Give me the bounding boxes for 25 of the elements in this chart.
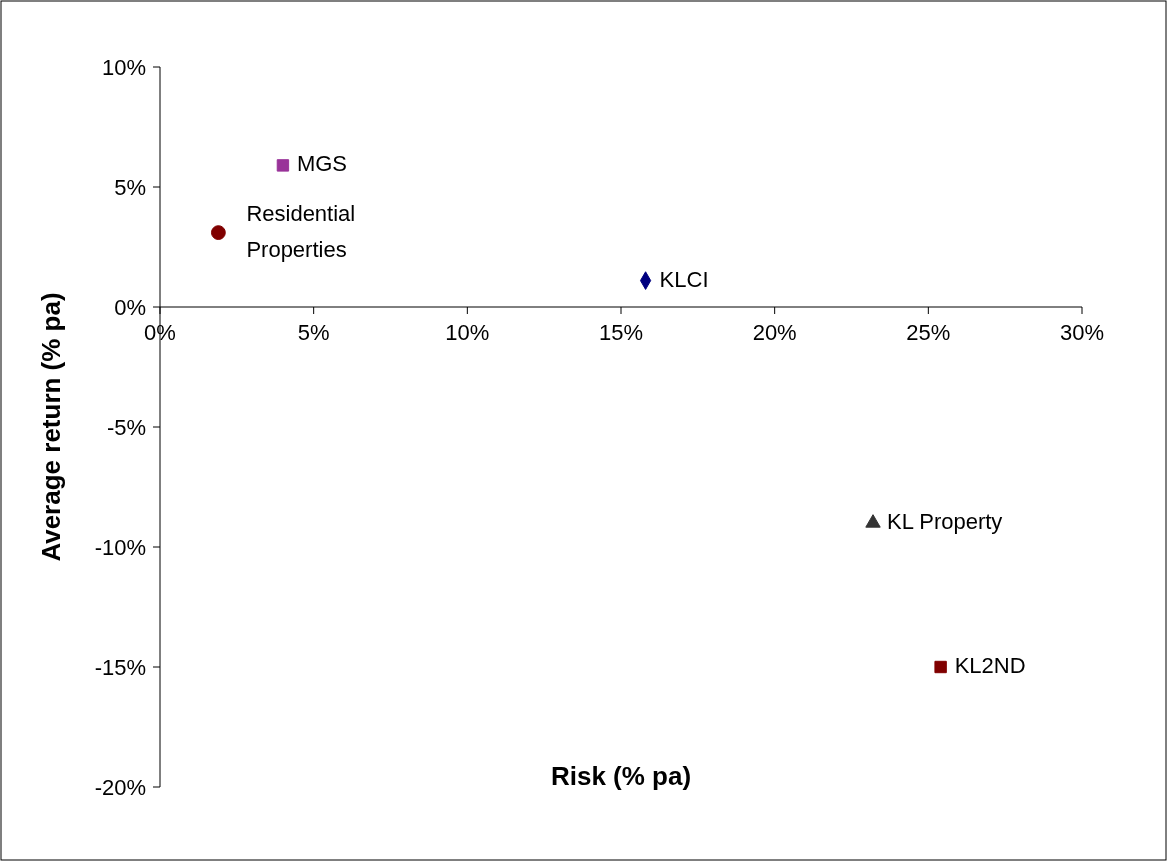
- y-tick-label: 10%: [101, 55, 146, 80]
- x-tick-label: 20%: [752, 320, 797, 345]
- y-tick-label: -5%: [106, 415, 146, 440]
- x-tick-label: 5%: [297, 320, 330, 345]
- y-tick-label: -20%: [94, 775, 146, 800]
- point: [276, 159, 290, 172]
- series-label: KLCI: [659, 266, 709, 292]
- x-tick-label: 10%: [445, 320, 490, 345]
- y-tick-label: 0%: [114, 295, 146, 320]
- series-label: KL2ND: [954, 653, 1026, 678]
- series-label: MGS: [296, 151, 348, 177]
- x-axis-title: Risk (% pa): [550, 761, 692, 791]
- y-tick-label: 5%: [114, 175, 146, 200]
- y-tick-label: -10%: [94, 535, 146, 560]
- series-label: KL Property: [887, 509, 1003, 534]
- x-tick-label: 30%: [1059, 320, 1105, 345]
- point: [865, 514, 881, 528]
- point: [210, 225, 226, 240]
- series-label: Residential Properties: [246, 200, 356, 262]
- x-tick-label: 0%: [144, 320, 176, 345]
- y-tick-label: -15%: [94, 655, 146, 680]
- x-tick-label: 25%: [906, 320, 951, 345]
- y-axis-title: Average return (% pa): [36, 292, 66, 562]
- x-tick-label: 15%: [598, 320, 644, 345]
- point: [934, 660, 947, 674]
